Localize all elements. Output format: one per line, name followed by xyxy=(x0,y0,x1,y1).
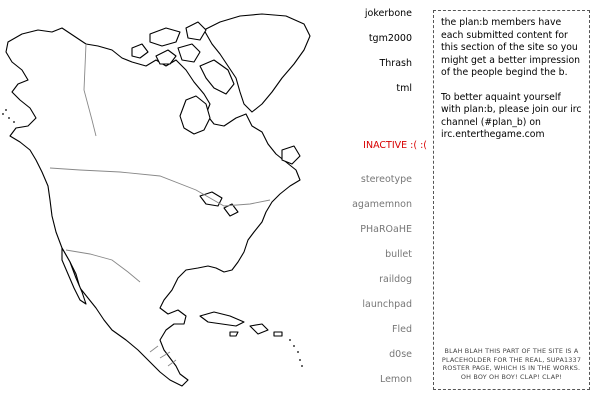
arctic-island-2 xyxy=(185,21,207,41)
member-link-d0se[interactable]: d0se xyxy=(389,349,412,360)
member-link-raildog[interactable]: raildog xyxy=(379,274,412,285)
member-link-agamemnon[interactable]: agamemnon xyxy=(352,199,412,210)
member-link-pharoahe[interactable]: PHaROaHE xyxy=(360,224,412,235)
placeholder-note: BLAH BLAH THIS PART OF THE SITE IS A PLA… xyxy=(441,347,582,381)
member-link-fled[interactable]: Fled xyxy=(392,324,412,335)
alaska-canada-border xyxy=(83,43,97,137)
central-america-borders xyxy=(149,345,177,367)
baffin-island xyxy=(199,59,235,95)
member-link-jokerbone[interactable]: jokerbone xyxy=(364,8,412,19)
mainland-outline xyxy=(5,27,301,387)
member-link-launchpad[interactable]: launchpad xyxy=(362,299,412,310)
arctic-island-1 xyxy=(149,27,181,47)
member-link-tgm2000[interactable]: tgm2000 xyxy=(368,33,412,44)
hudson-bay xyxy=(179,95,211,135)
hispaniola xyxy=(249,323,269,335)
baja-california xyxy=(61,247,87,305)
cuba xyxy=(199,311,245,327)
info-box: the plan:b members have each submitted c… xyxy=(433,10,590,390)
member-link-stereotype[interactable]: stereotype xyxy=(360,174,412,185)
member-link-thrash[interactable]: Thrash xyxy=(379,58,412,69)
member-link-tml[interactable]: tml xyxy=(396,83,412,94)
intro-paragraph: the plan:b members have each submitted c… xyxy=(441,17,581,78)
political-borders xyxy=(49,43,271,367)
north-america-map xyxy=(2,13,311,387)
irc-paragraph: To better aquaint yourself with plan:b, … xyxy=(441,91,582,141)
lesser-antilles xyxy=(289,339,303,367)
newfoundland xyxy=(281,145,301,165)
member-link-bullet[interactable]: bullet xyxy=(385,249,412,260)
canada-us-border xyxy=(49,167,271,207)
us-mexico-border xyxy=(65,249,141,283)
arctic-island-4 xyxy=(177,43,201,63)
north-america-map-graphic xyxy=(2,13,311,387)
greenland-outline xyxy=(203,13,311,113)
arctic-island-5 xyxy=(131,43,149,59)
jamaica xyxy=(229,331,239,337)
aleutian-islands xyxy=(2,109,15,123)
puerto-rico xyxy=(273,331,283,337)
arctic-island-3 xyxy=(155,49,177,65)
member-link-lemon[interactable]: Lemon xyxy=(379,374,412,385)
inactive-members-heading: INACTIVE :( :( xyxy=(363,140,427,151)
